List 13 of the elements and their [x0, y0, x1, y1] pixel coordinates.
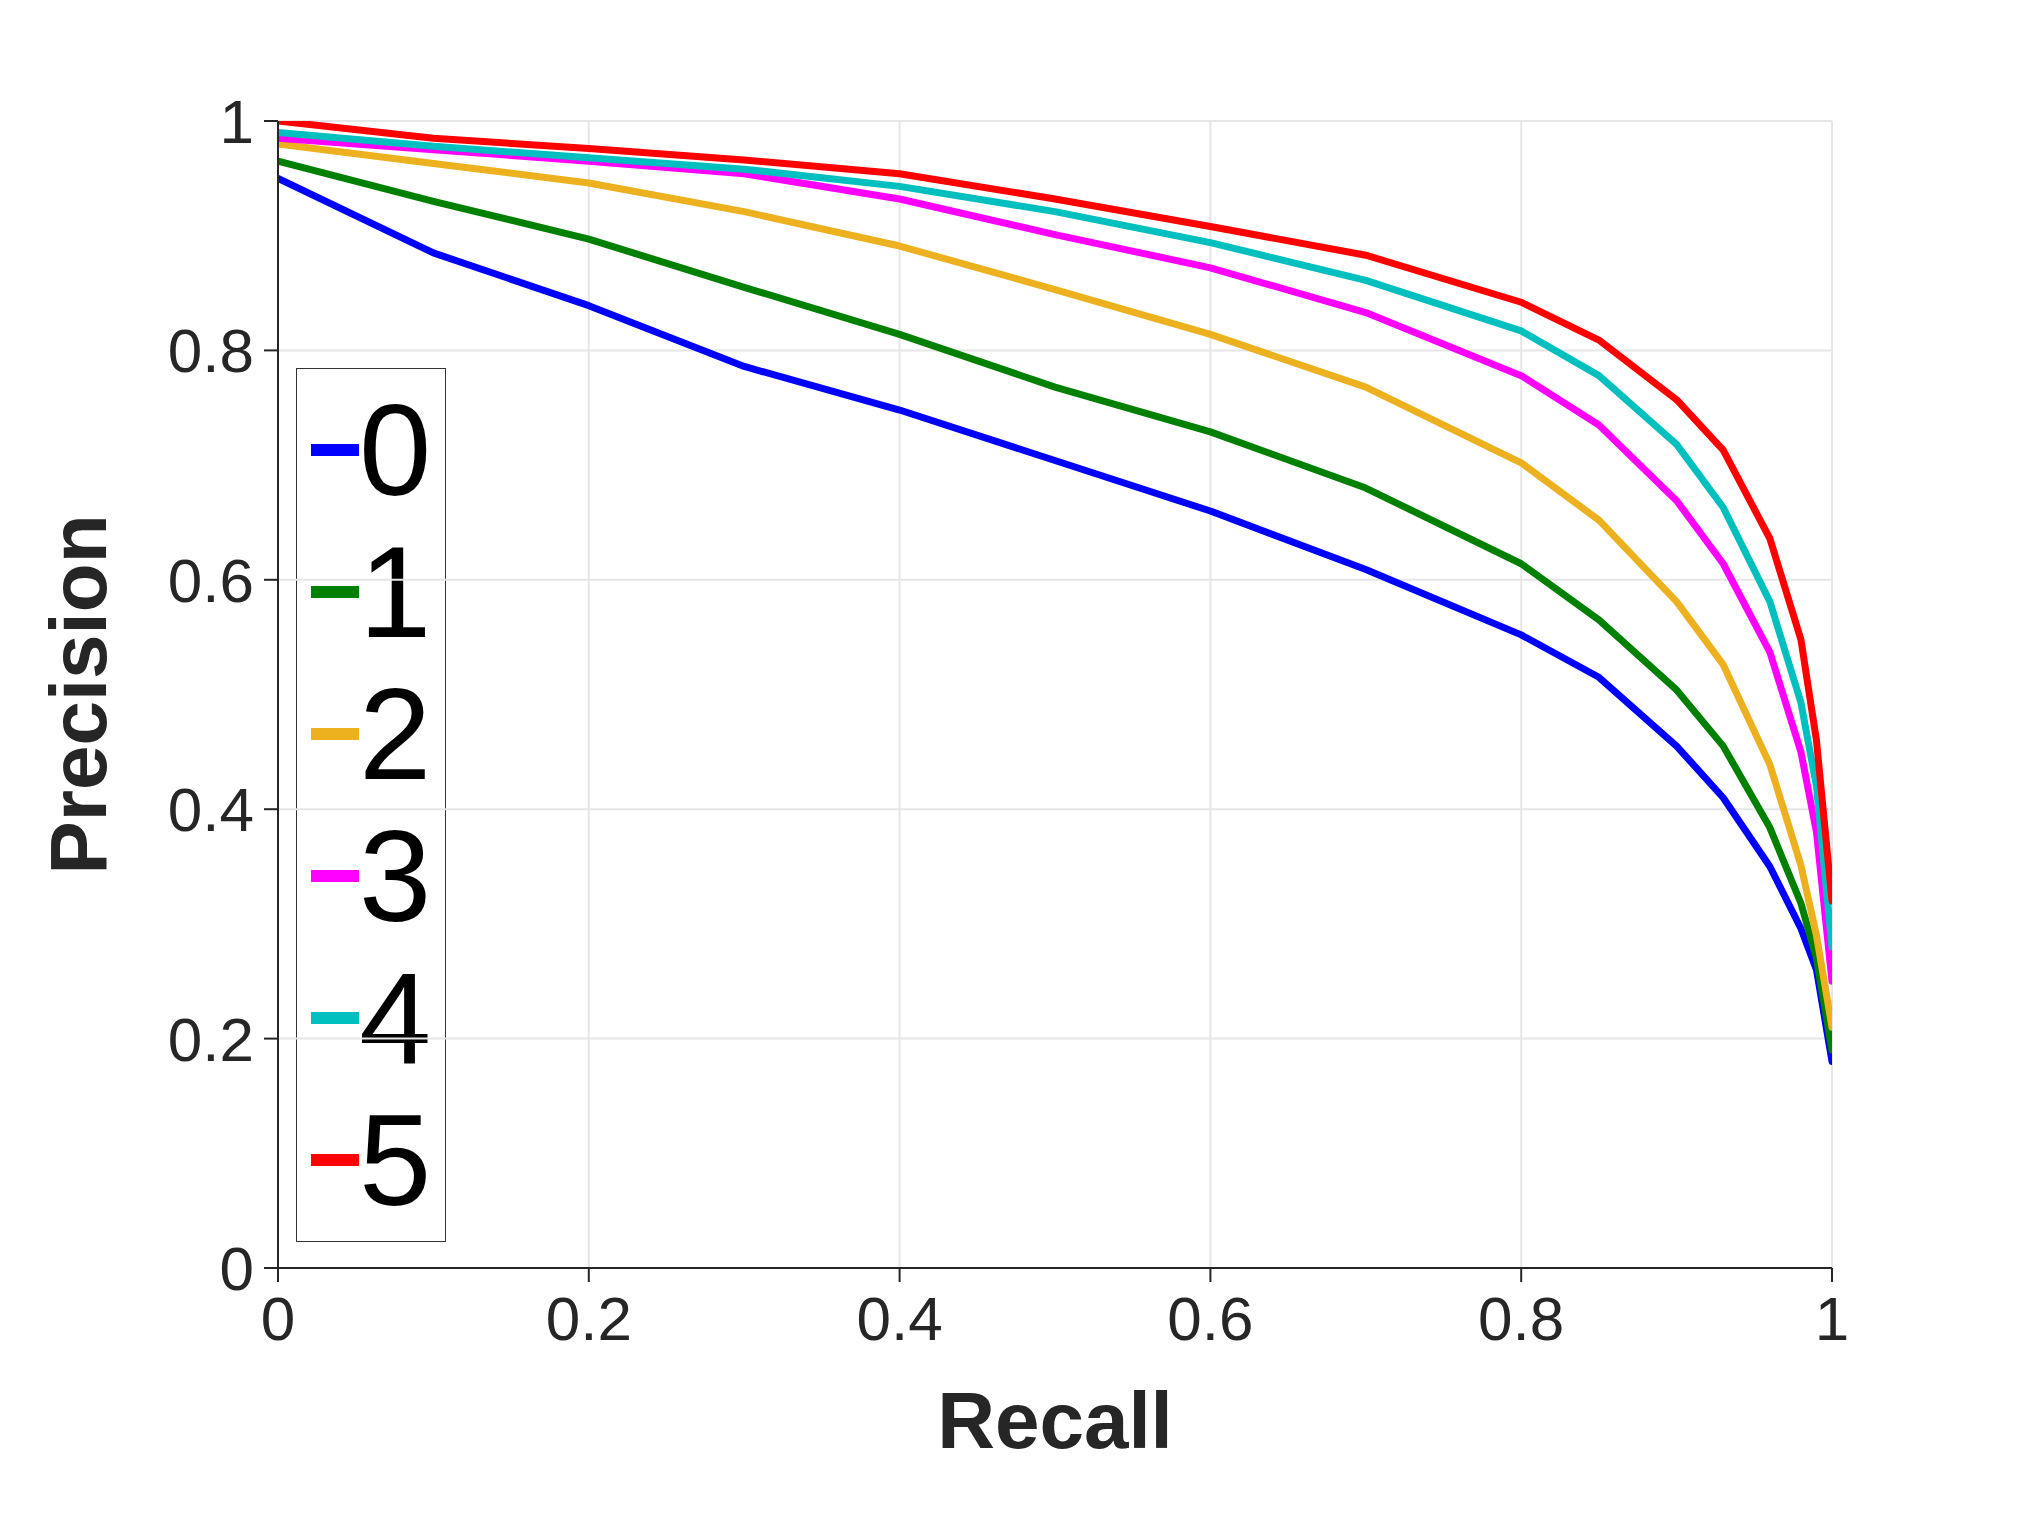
x-tick-label: 0.6 [1167, 1284, 1254, 1354]
y-tick-label: 0.6 [167, 545, 254, 615]
y-axis-title: Precision [34, 514, 124, 875]
y-tick-label: 0 [219, 1234, 254, 1304]
y-tick-label: 0.4 [167, 775, 254, 845]
x-tick-label: 0.8 [1478, 1284, 1565, 1354]
x-tick-label: 0.4 [856, 1284, 943, 1354]
x-tick-label: 1 [1814, 1284, 1850, 1354]
y-tick-label: 0.2 [167, 1004, 254, 1074]
y-tick-label: 1 [219, 87, 254, 157]
x-tick-label: 0.2 [545, 1284, 632, 1354]
y-tick-label: 0.8 [167, 316, 254, 386]
x-axis-title: Recall [937, 1376, 1173, 1465]
